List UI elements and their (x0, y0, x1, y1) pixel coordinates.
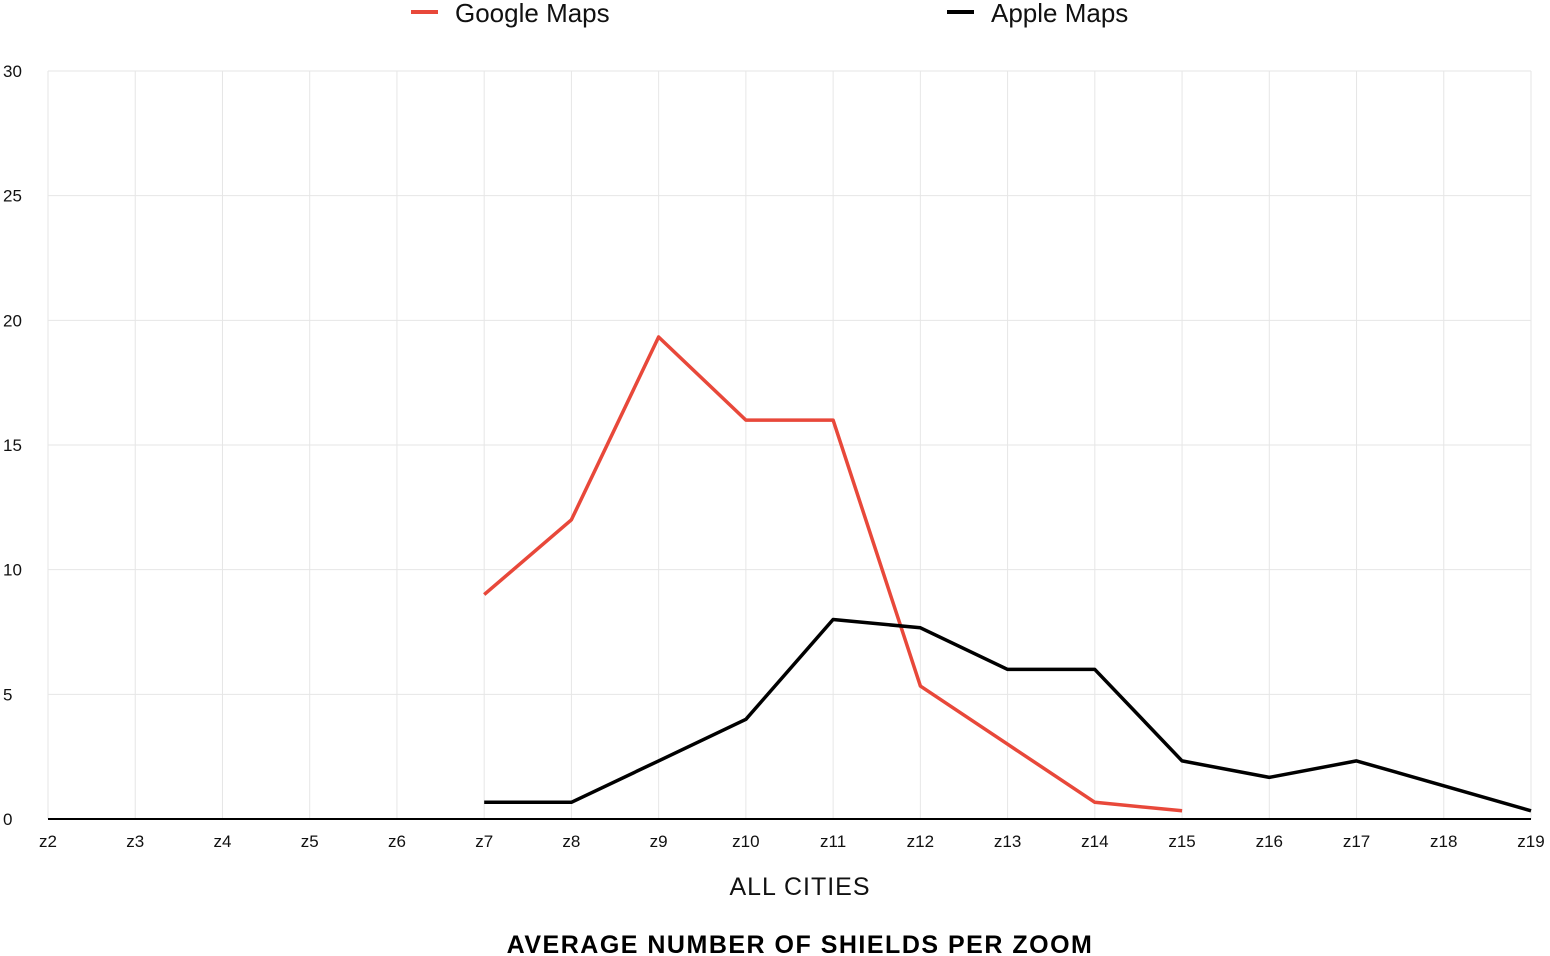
y-axis-ticks: 0 5 10 15 20 25 30 (3, 62, 22, 829)
y-tick-label: 10 (3, 561, 22, 580)
x-axis-ticks: z2 z3 z4 z5 z6 z7 z8 z9 z10 z11 z12 z13 z14 z15 z16 z17… (39, 832, 1545, 851)
series-line-google-maps (483, 335, 1183, 813)
x-tick-label: z5 (301, 832, 319, 851)
x-tick-label: z8 (562, 832, 580, 851)
x-tick-label: z4 (213, 832, 231, 851)
x-tick-label: z10 (732, 832, 759, 851)
x-tick-label: z19 (1517, 832, 1544, 851)
legend-label: Apple Maps (991, 0, 1128, 28)
grid (47, 70, 1532, 819)
x-tick-label: z12 (907, 832, 934, 851)
y-tick-label: 15 (3, 436, 22, 455)
y-tick-label: 20 (3, 311, 22, 330)
y-tick-label: 25 (3, 187, 22, 206)
x-tick-label: z9 (650, 832, 668, 851)
x-tick-label: z7 (475, 832, 493, 851)
x-tick-label: z17 (1343, 832, 1370, 851)
y-tick-label: 0 (3, 810, 12, 829)
chart-title: AVERAGE NUMBER OF SHIELDS PER ZOOM (507, 931, 1094, 956)
x-tick-label: z13 (994, 832, 1021, 851)
x-axis-label: ALL CITIES (729, 873, 870, 901)
series-line-apple-maps (484, 617, 1532, 813)
y-tick-label: 5 (3, 685, 12, 704)
x-tick-label: z6 (388, 832, 406, 851)
x-tick-label: z18 (1430, 832, 1457, 851)
x-tick-label: z15 (1168, 832, 1195, 851)
series-group (483, 335, 1532, 813)
x-tick-label: z2 (39, 832, 57, 851)
x-tick-label: z3 (126, 832, 144, 851)
legend-label: Google Maps (455, 0, 610, 28)
x-tick-label: z14 (1081, 832, 1108, 851)
x-tick-label: z16 (1256, 832, 1283, 851)
y-tick-label: 30 (3, 62, 22, 81)
x-tick-label: z11 (820, 832, 846, 851)
legend: Google Maps Apple Maps (411, 0, 1128, 28)
